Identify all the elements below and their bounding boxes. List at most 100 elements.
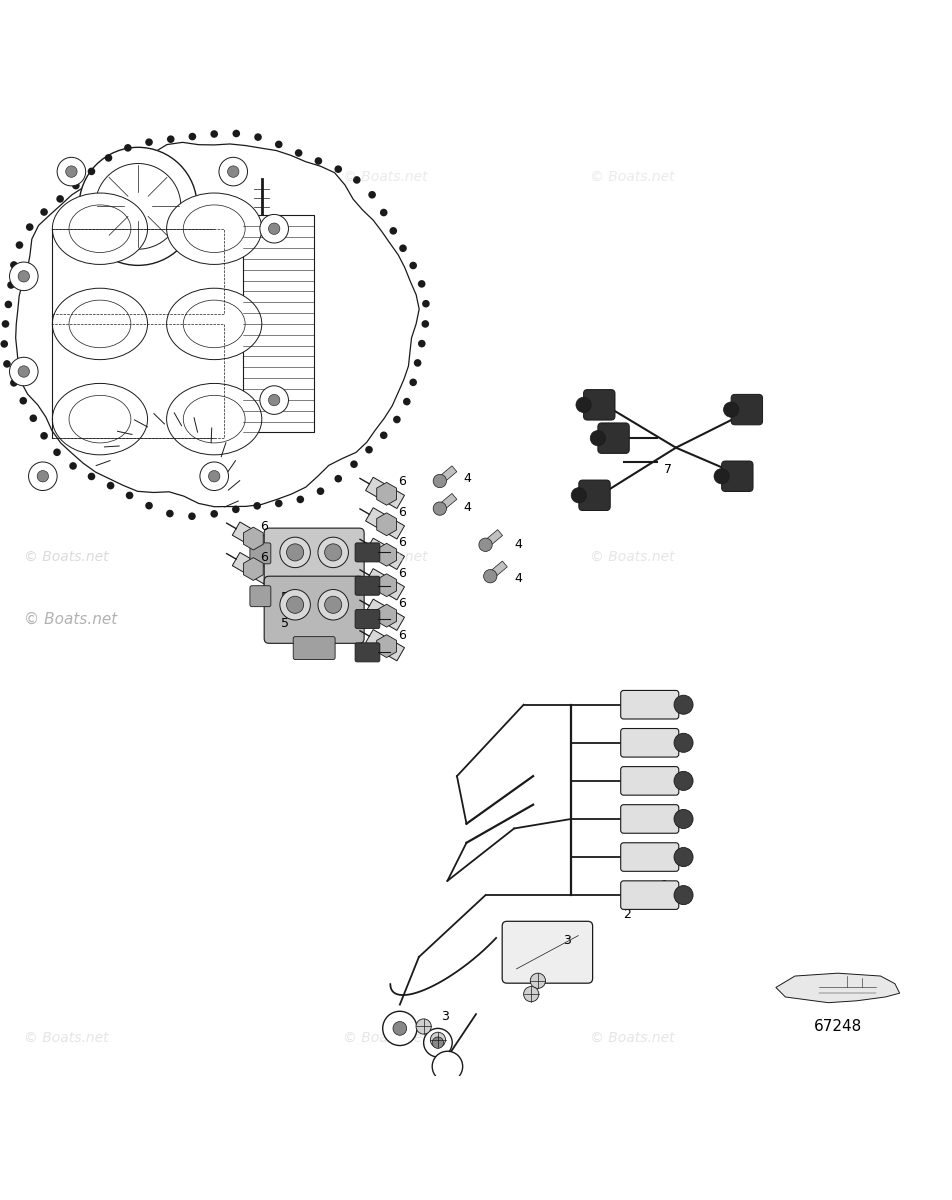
FancyBboxPatch shape xyxy=(579,480,610,510)
Text: 5: 5 xyxy=(367,550,374,563)
Text: 4: 4 xyxy=(514,571,522,584)
Circle shape xyxy=(124,144,131,151)
Text: 4: 4 xyxy=(514,539,522,551)
Ellipse shape xyxy=(167,384,262,455)
Circle shape xyxy=(29,462,57,491)
Text: © Boats.net: © Boats.net xyxy=(24,1031,109,1045)
Ellipse shape xyxy=(167,288,262,360)
Circle shape xyxy=(40,432,48,439)
Circle shape xyxy=(0,340,8,348)
FancyBboxPatch shape xyxy=(584,390,615,420)
Text: © Boats.net: © Boats.net xyxy=(590,1031,675,1045)
Ellipse shape xyxy=(183,300,246,348)
Circle shape xyxy=(40,209,48,216)
Text: 7: 7 xyxy=(664,463,672,476)
Circle shape xyxy=(8,281,15,289)
Circle shape xyxy=(325,596,342,613)
Circle shape xyxy=(95,163,181,250)
Circle shape xyxy=(590,431,605,445)
Circle shape xyxy=(433,474,446,487)
Circle shape xyxy=(393,415,401,424)
Text: 6: 6 xyxy=(398,506,406,518)
Polygon shape xyxy=(232,552,271,583)
Circle shape xyxy=(674,772,693,791)
Circle shape xyxy=(210,510,218,517)
Circle shape xyxy=(260,385,288,414)
Polygon shape xyxy=(776,973,900,1003)
Circle shape xyxy=(389,227,397,235)
Circle shape xyxy=(10,262,38,290)
Circle shape xyxy=(79,148,197,265)
Text: 6: 6 xyxy=(260,520,268,533)
Ellipse shape xyxy=(52,193,148,264)
FancyBboxPatch shape xyxy=(503,922,592,983)
Text: 67248: 67248 xyxy=(814,1019,862,1034)
Text: © Boats.net: © Boats.net xyxy=(343,1031,427,1045)
FancyBboxPatch shape xyxy=(722,461,753,492)
Polygon shape xyxy=(377,512,396,535)
Circle shape xyxy=(317,487,325,496)
Circle shape xyxy=(674,847,693,866)
FancyBboxPatch shape xyxy=(249,542,271,564)
Circle shape xyxy=(232,505,240,514)
Circle shape xyxy=(530,973,545,989)
Circle shape xyxy=(422,300,429,307)
Text: © Boats.net: © Boats.net xyxy=(343,169,427,184)
Ellipse shape xyxy=(52,288,148,360)
Circle shape xyxy=(5,301,12,308)
Circle shape xyxy=(287,596,304,613)
Circle shape xyxy=(280,589,310,620)
Circle shape xyxy=(318,589,348,620)
Circle shape xyxy=(210,130,218,138)
Polygon shape xyxy=(377,605,396,628)
Polygon shape xyxy=(366,538,405,570)
Polygon shape xyxy=(487,562,507,580)
Circle shape xyxy=(18,366,30,377)
Polygon shape xyxy=(244,558,263,581)
FancyBboxPatch shape xyxy=(264,576,364,643)
Circle shape xyxy=(219,157,248,186)
FancyBboxPatch shape xyxy=(355,542,380,562)
Text: 5: 5 xyxy=(281,617,288,630)
Circle shape xyxy=(275,499,283,508)
Circle shape xyxy=(66,166,77,178)
Circle shape xyxy=(72,182,80,190)
Circle shape xyxy=(275,140,283,149)
Text: © Boats.net: © Boats.net xyxy=(24,612,117,626)
Text: 5: 5 xyxy=(367,576,374,589)
Circle shape xyxy=(15,241,23,248)
Circle shape xyxy=(208,470,220,482)
Circle shape xyxy=(295,149,303,157)
Circle shape xyxy=(714,469,729,484)
Circle shape xyxy=(674,886,693,905)
Text: 6: 6 xyxy=(398,566,406,580)
Polygon shape xyxy=(377,635,396,658)
Circle shape xyxy=(314,157,322,164)
Circle shape xyxy=(3,360,10,367)
FancyBboxPatch shape xyxy=(621,728,679,757)
Circle shape xyxy=(353,176,361,184)
Circle shape xyxy=(418,280,426,288)
Circle shape xyxy=(10,358,38,385)
Polygon shape xyxy=(366,478,405,509)
Circle shape xyxy=(53,449,61,456)
Circle shape xyxy=(418,340,426,348)
Text: © Boats.net: © Boats.net xyxy=(24,550,109,564)
Text: 2: 2 xyxy=(624,907,631,920)
Circle shape xyxy=(188,512,196,520)
Circle shape xyxy=(105,154,112,162)
Circle shape xyxy=(409,378,417,386)
Circle shape xyxy=(228,166,239,178)
Text: 6: 6 xyxy=(398,475,406,488)
Ellipse shape xyxy=(183,205,246,252)
Circle shape xyxy=(107,481,114,490)
Polygon shape xyxy=(244,527,263,550)
FancyBboxPatch shape xyxy=(621,805,679,833)
Circle shape xyxy=(724,402,739,418)
Circle shape xyxy=(260,215,288,242)
Circle shape xyxy=(166,510,173,517)
Circle shape xyxy=(325,544,342,560)
Polygon shape xyxy=(377,574,396,596)
Circle shape xyxy=(188,133,196,140)
Circle shape xyxy=(19,397,27,404)
